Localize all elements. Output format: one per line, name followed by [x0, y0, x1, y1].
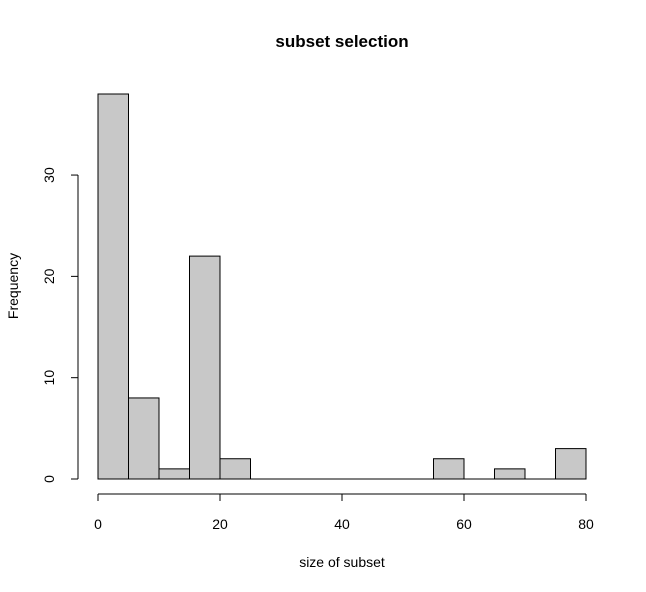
x-tick-label: 80 — [578, 516, 594, 532]
histogram-bar — [433, 458, 465, 480]
x-tick-label: 20 — [212, 516, 228, 532]
y-tick-label: 30 — [41, 167, 57, 183]
histogram-bar — [189, 255, 221, 480]
histogram-bar — [158, 468, 190, 480]
histogram-bar — [97, 93, 129, 480]
chart-title: subset selection — [275, 32, 408, 51]
histogram-bar — [128, 397, 160, 480]
x-tick-label: 0 — [94, 516, 102, 532]
x-tick-label: 60 — [456, 516, 472, 532]
y-tick-label: 20 — [41, 268, 57, 284]
y-axis-label: Frequency — [5, 253, 21, 319]
x-axis: 0 20 40 60 80 — [94, 493, 594, 532]
x-axis-label: size of subset — [299, 554, 385, 570]
histogram-bar — [219, 458, 251, 480]
y-tick-label: 0 — [41, 475, 57, 483]
histogram-bar — [494, 468, 526, 480]
bars-group — [97, 93, 587, 480]
y-tick-label: 10 — [41, 370, 57, 386]
y-axis: 0 10 20 30 — [41, 167, 79, 483]
histogram-bar — [555, 448, 587, 480]
x-tick-label: 40 — [334, 516, 350, 532]
